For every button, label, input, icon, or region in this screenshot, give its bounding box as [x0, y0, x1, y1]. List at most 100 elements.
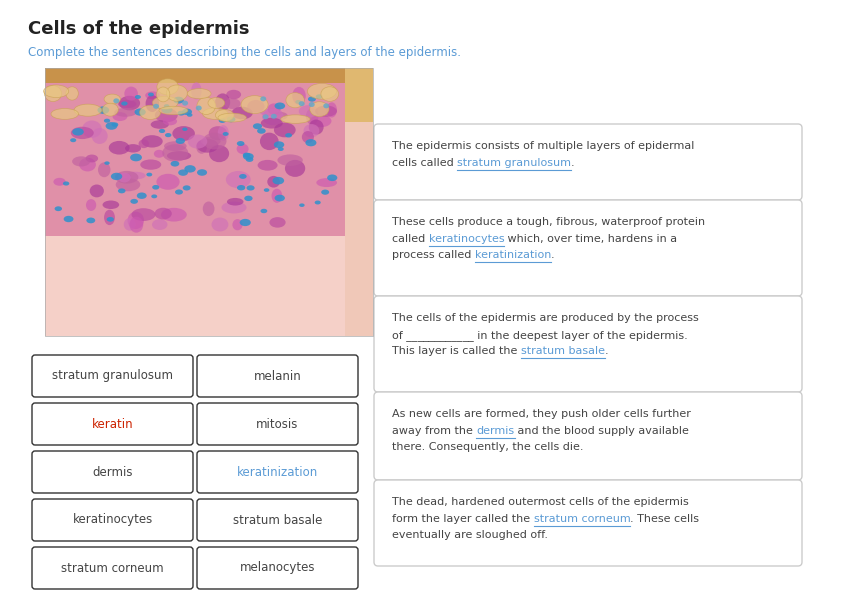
Ellipse shape [147, 173, 153, 177]
Ellipse shape [222, 132, 228, 136]
Ellipse shape [197, 138, 218, 153]
Ellipse shape [285, 133, 292, 138]
Ellipse shape [203, 133, 227, 149]
Text: stratum granulosum: stratum granulosum [458, 157, 571, 168]
Ellipse shape [98, 162, 111, 177]
Ellipse shape [203, 202, 215, 216]
Ellipse shape [268, 176, 280, 188]
Text: form the layer called the: form the layer called the [392, 514, 533, 524]
Ellipse shape [271, 114, 277, 119]
Ellipse shape [196, 140, 207, 154]
Text: The epidermis consists of multiple layers of epidermal: The epidermis consists of multiple layer… [392, 141, 694, 151]
Ellipse shape [182, 101, 188, 106]
FancyBboxPatch shape [374, 296, 802, 392]
Ellipse shape [85, 154, 98, 162]
Ellipse shape [273, 141, 285, 148]
Ellipse shape [278, 147, 284, 151]
Ellipse shape [216, 93, 230, 111]
Ellipse shape [285, 160, 305, 177]
Ellipse shape [268, 103, 280, 115]
Ellipse shape [182, 109, 192, 115]
Ellipse shape [141, 135, 163, 148]
Ellipse shape [247, 100, 264, 113]
Ellipse shape [119, 96, 140, 111]
Bar [45, 83, 345, 236]
Text: keratinization: keratinization [237, 466, 318, 478]
Ellipse shape [227, 90, 241, 99]
Ellipse shape [232, 107, 253, 119]
Ellipse shape [303, 124, 320, 137]
Ellipse shape [299, 101, 305, 106]
Ellipse shape [274, 195, 285, 201]
Ellipse shape [315, 106, 337, 117]
Text: eventually are sloughed off.: eventually are sloughed off. [392, 531, 548, 541]
Ellipse shape [118, 188, 125, 193]
FancyBboxPatch shape [197, 451, 358, 493]
Text: keratinization: keratinization [475, 250, 551, 261]
Ellipse shape [130, 199, 138, 204]
Ellipse shape [308, 119, 324, 135]
Ellipse shape [175, 189, 183, 194]
Ellipse shape [261, 117, 283, 129]
Ellipse shape [308, 84, 337, 99]
Ellipse shape [239, 174, 247, 179]
Ellipse shape [233, 219, 243, 230]
Text: called: called [392, 234, 429, 244]
Ellipse shape [274, 122, 296, 137]
Ellipse shape [102, 200, 119, 209]
Ellipse shape [321, 189, 329, 195]
Ellipse shape [257, 128, 266, 133]
Ellipse shape [218, 113, 246, 122]
Ellipse shape [299, 204, 305, 207]
Ellipse shape [306, 108, 319, 125]
Ellipse shape [130, 216, 143, 232]
FancyBboxPatch shape [374, 124, 802, 200]
FancyBboxPatch shape [374, 480, 802, 566]
FancyBboxPatch shape [197, 499, 358, 541]
Ellipse shape [128, 212, 144, 229]
Ellipse shape [162, 144, 188, 162]
Ellipse shape [239, 219, 250, 226]
Ellipse shape [104, 210, 115, 225]
Ellipse shape [262, 109, 284, 125]
Ellipse shape [187, 89, 211, 98]
Text: keratinocytes: keratinocytes [72, 514, 153, 526]
Text: dermis: dermis [92, 466, 133, 478]
Ellipse shape [104, 161, 110, 165]
Ellipse shape [286, 93, 304, 108]
FancyBboxPatch shape [197, 547, 358, 589]
Bar [45, 236, 345, 336]
Ellipse shape [243, 153, 254, 160]
Ellipse shape [227, 116, 235, 122]
Text: stratum corneum: stratum corneum [533, 514, 630, 524]
Text: which, over time, hardens in a: which, over time, hardens in a [504, 234, 677, 244]
Ellipse shape [112, 122, 118, 127]
Ellipse shape [299, 105, 319, 117]
Ellipse shape [106, 217, 114, 222]
Ellipse shape [54, 178, 66, 186]
Ellipse shape [139, 140, 149, 148]
Ellipse shape [153, 104, 159, 109]
Ellipse shape [219, 118, 226, 123]
Ellipse shape [72, 128, 83, 135]
Text: The cells of the epidermis are produced by the process: The cells of the epidermis are produced … [392, 313, 699, 323]
Ellipse shape [86, 218, 95, 223]
Ellipse shape [43, 85, 69, 98]
Ellipse shape [245, 196, 252, 201]
Ellipse shape [70, 138, 77, 142]
Ellipse shape [227, 198, 244, 205]
FancyBboxPatch shape [32, 499, 193, 541]
Ellipse shape [162, 106, 172, 113]
Text: and the blood supply available: and the blood supply available [515, 426, 689, 436]
Ellipse shape [222, 202, 246, 213]
Ellipse shape [118, 100, 136, 108]
Ellipse shape [260, 109, 282, 116]
Ellipse shape [102, 103, 118, 116]
FancyBboxPatch shape [197, 355, 358, 397]
Ellipse shape [104, 119, 110, 123]
Ellipse shape [197, 169, 207, 176]
Ellipse shape [209, 145, 229, 162]
Ellipse shape [159, 106, 188, 115]
Ellipse shape [269, 217, 285, 228]
Ellipse shape [141, 159, 161, 170]
